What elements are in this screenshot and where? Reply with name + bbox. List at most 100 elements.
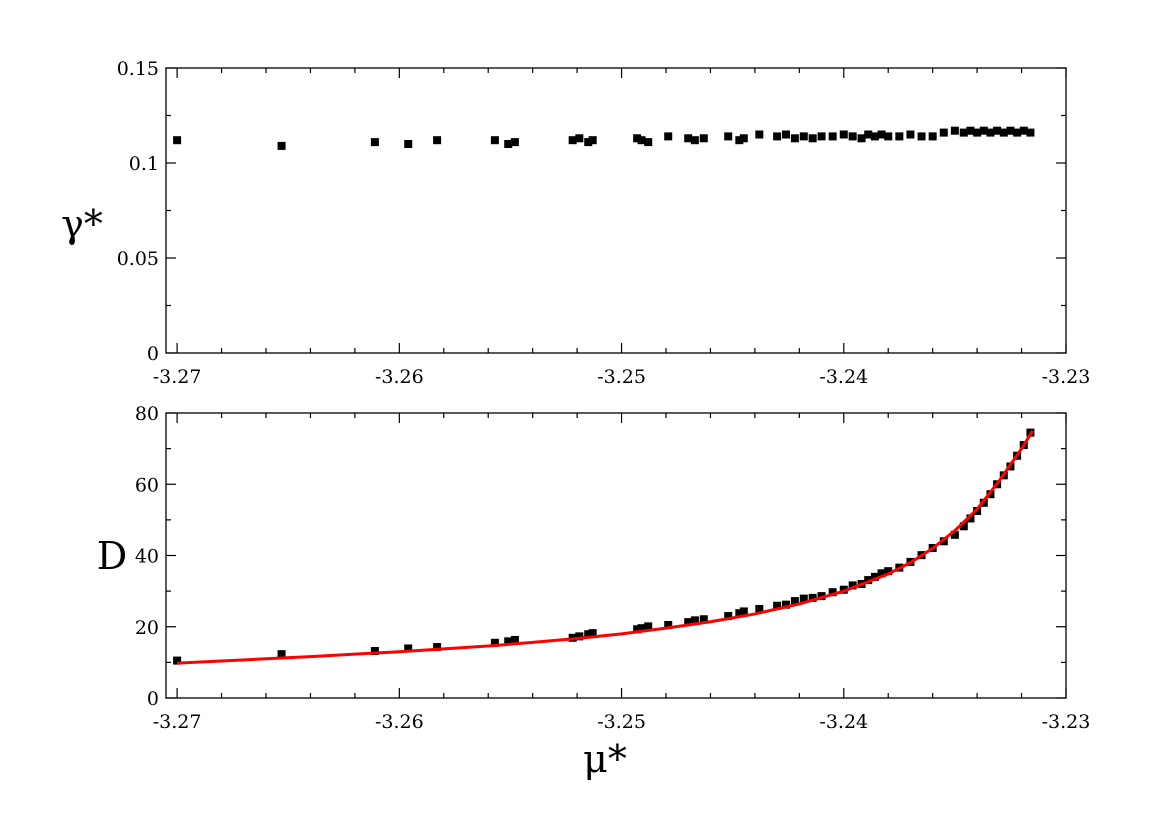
top-data-point: [973, 128, 982, 137]
bottom-fit-line: [177, 430, 1034, 665]
bottom-x-tick-label: -3.24: [819, 711, 868, 733]
top-panel: -3.27 -3.26 -3.25 -3.24 -3.23 0 0.05 0.1 0.15 γ*: [61, 58, 1090, 388]
bottom-data-point: [870, 572, 879, 581]
top-data-point: [568, 136, 577, 145]
bottom-data-point: [404, 644, 413, 653]
bottom-data-point: [864, 576, 873, 585]
top-data-point: [895, 132, 904, 141]
top-data-point: [504, 140, 513, 148]
top-x-tick-label: -3.23: [1042, 366, 1091, 388]
top-data-point: [664, 132, 673, 141]
top-data-point: [828, 132, 837, 141]
bottom-data-point: [173, 656, 182, 665]
top-data-point: [939, 128, 948, 137]
top-data-point: [584, 138, 593, 147]
top-data-point: [966, 126, 975, 135]
bottom-data-point: [877, 569, 886, 578]
top-y-tick-label: 0: [147, 343, 159, 365]
bottom-data-point: [575, 632, 584, 641]
top-data-point: [884, 132, 893, 141]
top-data-point: [690, 136, 699, 145]
bottom-data-point: [664, 620, 673, 629]
bottom-data-point: [510, 635, 519, 644]
top-data-point: [684, 134, 693, 143]
top-x-tick-label: -3.26: [375, 366, 424, 388]
bottom-data-point: [637, 624, 646, 633]
top-data-point: [848, 132, 857, 141]
top-data-point: [637, 136, 646, 145]
bottom-data-point: [799, 594, 808, 603]
top-data-point: [864, 130, 873, 139]
bottom-data-point: [828, 588, 837, 597]
bottom-data-point: [790, 597, 799, 606]
bottom-data-point: [690, 616, 699, 625]
top-data-point: [735, 136, 744, 145]
top-data-point: [433, 136, 442, 145]
top-data-point: [755, 130, 764, 139]
bottom-y-tick-label: 20: [135, 617, 159, 639]
top-y-axis-label: γ*: [61, 202, 103, 246]
top-data-point: [1026, 128, 1035, 137]
top-y-tick-label: 0.1: [129, 153, 159, 175]
bottom-data-point: [684, 618, 693, 627]
top-data-point: [790, 134, 799, 143]
bottom-data-point: [884, 567, 893, 576]
bottom-data-point: [504, 637, 513, 646]
top-data-point: [370, 138, 379, 147]
bottom-x-tick-label: -3.23: [1042, 711, 1091, 733]
bottom-x-axis-label: μ*: [583, 737, 627, 781]
top-x-tick-label: -3.25: [597, 366, 646, 388]
bottom-data-point: [584, 630, 593, 639]
bottom-y-tick-label: 80: [135, 403, 159, 425]
top-x-tick-label: -3.24: [819, 366, 868, 388]
bottom-data-point: [370, 646, 379, 655]
top-y-tick-label: 0.15: [117, 58, 159, 80]
bottom-data-point: [724, 612, 733, 621]
top-data-point: [510, 138, 519, 147]
bottom-data-point: [277, 650, 286, 659]
top-data-point: [993, 126, 1002, 135]
top-data-point: [1006, 126, 1015, 135]
top-data-point: [773, 132, 782, 141]
top-data-point: [490, 136, 499, 145]
bottom-data-point: [644, 622, 653, 631]
bottom-y-tick-label: 0: [147, 688, 159, 710]
top-x-tick-label: -3.27: [153, 366, 202, 388]
bottom-x-tick-label: -3.25: [597, 711, 646, 733]
top-data-point: [1013, 128, 1022, 137]
top-data-point: [699, 134, 708, 143]
top-data-point: [986, 128, 995, 137]
top-data-point: [870, 132, 879, 141]
top-data-point: [644, 138, 653, 147]
bottom-data-point: [588, 629, 597, 638]
top-data-point: [277, 141, 286, 150]
bottom-data-point: [808, 593, 817, 602]
bottom-y-axis-label: D: [97, 534, 127, 578]
top-data-point: [928, 132, 937, 141]
bottom-x-tick-label: -3.27: [153, 711, 202, 733]
bottom-y-tick-label: 40: [135, 546, 159, 568]
bottom-y-tick-label: 60: [135, 474, 159, 496]
bottom-data-point: [699, 615, 708, 624]
top-data-point: [633, 134, 642, 143]
top-data-point: [782, 130, 790, 139]
bottom-data-point: [959, 522, 968, 531]
top-data-point: [739, 134, 748, 143]
bottom-data-point: [490, 638, 499, 647]
top-data-point: [999, 128, 1008, 137]
top-data-point: [724, 132, 733, 141]
top-data-point: [950, 126, 959, 135]
bottom-data-point: [782, 600, 790, 609]
bottom-data-point: [773, 601, 782, 610]
bottom-data-point: [633, 625, 642, 634]
top-data-point: [808, 134, 817, 143]
bottom-data-point: [950, 530, 959, 539]
top-data-point: [839, 130, 848, 139]
top-data-point: [857, 134, 866, 143]
top-data-point: [817, 132, 826, 141]
bottom-data-point: [739, 607, 748, 616]
top-data-point: [959, 128, 968, 137]
bottom-panel: -3.27 -3.26 -3.25 -3.24 -3.23 0 20 40 60 80 Dμ*: [97, 403, 1091, 781]
bottom-data-point: [755, 604, 764, 613]
